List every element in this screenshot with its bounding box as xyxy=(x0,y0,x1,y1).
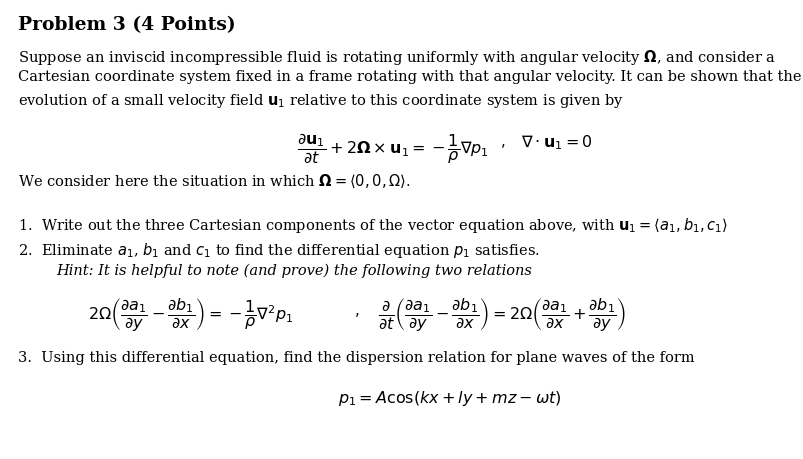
Text: 2.  Eliminate $a_1$, $b_1$ and $c_1$ to find the differential equation $p_1$ sat: 2. Eliminate $a_1$, $b_1$ and $c_1$ to f… xyxy=(18,240,539,259)
Text: Problem 3 (4 Points): Problem 3 (4 Points) xyxy=(18,16,235,34)
Text: $,$: $,$ xyxy=(499,135,505,149)
Text: $p_1 = A\cos(kx + ly + mz - \omega t)$: $p_1 = A\cos(kx + ly + mz - \omega t)$ xyxy=(337,388,560,407)
Text: We consider here the situation in which $\mathbf{\Omega} = \langle 0, 0, \Omega : We consider here the situation in which … xyxy=(18,172,410,190)
Text: Cartesian coordinate system fixed in a frame rotating with that angular velocity: Cartesian coordinate system fixed in a f… xyxy=(18,70,801,84)
Text: 3.  Using this differential equation, find the dispersion relation for plane wav: 3. Using this differential equation, fin… xyxy=(18,351,694,364)
Text: Hint: It is helpful to note (and prove) the following two relations: Hint: It is helpful to note (and prove) … xyxy=(56,263,532,277)
Text: evolution of a small velocity field $\mathbf{u}_1$ relative to this coordinate s: evolution of a small velocity field $\ma… xyxy=(18,92,622,110)
Text: Suppose an inviscid incompressible fluid is rotating uniformly with angular velo: Suppose an inviscid incompressible fluid… xyxy=(18,48,775,67)
Text: $,$: $,$ xyxy=(353,304,359,318)
Text: $\dfrac{\partial \mathbf{u}_1}{\partial t} + 2\mathbf{\Omega} \times \mathbf{u}_: $\dfrac{\partial \mathbf{u}_1}{\partial … xyxy=(297,131,489,164)
Text: $\dfrac{\partial}{\partial t}\left(\dfrac{\partial a_1}{\partial y} - \dfrac{\pa: $\dfrac{\partial}{\partial t}\left(\dfra… xyxy=(377,296,626,334)
Text: $2\Omega\left(\dfrac{\partial a_1}{\partial y} - \dfrac{\partial b_1}{\partial x: $2\Omega\left(\dfrac{\partial a_1}{\part… xyxy=(88,296,293,334)
Text: 1.  Write out the three Cartesian components of the vector equation above, with : 1. Write out the three Cartesian compone… xyxy=(18,216,727,235)
Text: $\nabla \cdot \mathbf{u}_1 = 0$: $\nabla \cdot \mathbf{u}_1 = 0$ xyxy=(520,133,592,152)
